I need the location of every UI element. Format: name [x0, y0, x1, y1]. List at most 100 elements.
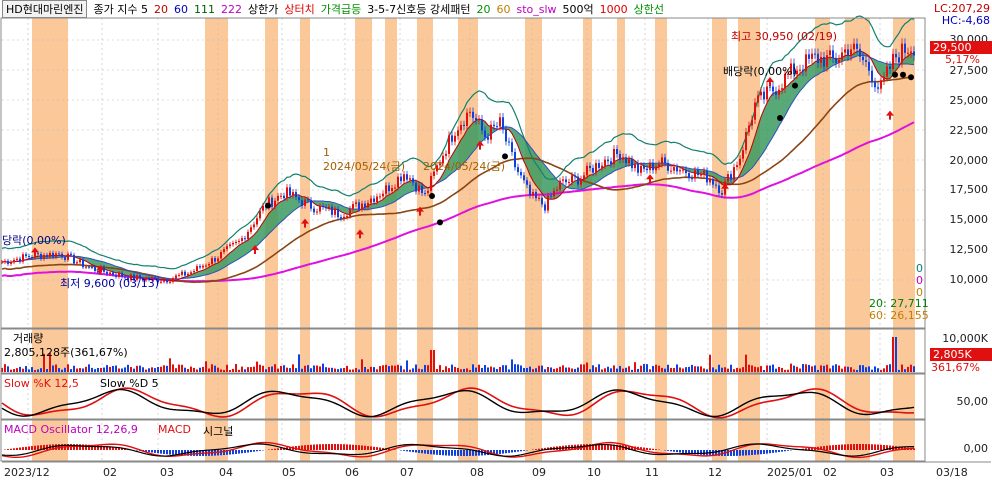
candle-body: [394, 187, 396, 189]
candle-body: [226, 246, 228, 250]
volume-bar: [871, 369, 873, 372]
volume-bar: [52, 365, 54, 372]
macd-osc-bar: [376, 447, 378, 450]
candle-body: [877, 87, 879, 89]
volume-bar: [853, 369, 855, 372]
candle-body: [607, 159, 609, 162]
candle-body: [130, 274, 132, 281]
macd-osc-bar: [616, 444, 618, 450]
macd-osc-bar: [520, 450, 522, 452]
candle-body: [550, 195, 552, 197]
candle-body: [535, 191, 537, 199]
macd-osc-bar: [424, 450, 426, 454]
candle-body: [250, 227, 252, 232]
volume-bar: [43, 353, 45, 372]
macd-osc-bar: [838, 444, 840, 450]
macd-osc-bar: [370, 446, 372, 450]
macd-osc-bar: [277, 448, 279, 450]
volume-bar: [253, 366, 255, 372]
candle-body: [409, 178, 411, 180]
macd-osc-bar: [403, 450, 405, 451]
zero-label-1: 0: [916, 262, 923, 275]
candle-body: [139, 275, 141, 279]
volume-value: 2,805,128주(361,67%): [4, 346, 128, 359]
highlight-stripe: [32, 18, 68, 461]
candle-body: [40, 253, 42, 259]
macd-signal-title: 시그널: [203, 425, 234, 438]
candle-body: [283, 195, 285, 199]
candle-body: [172, 278, 174, 282]
highlight-stripe: [845, 18, 870, 461]
macd-osc-bar: [523, 450, 525, 451]
volume-bar: [904, 369, 906, 372]
macd-osc-bar: [166, 450, 168, 455]
volume-bar: [772, 364, 774, 372]
macd-osc-bar: [427, 450, 429, 454]
legend-20: 20: [476, 2, 491, 16]
volume-badge-pct: 361,67%: [931, 361, 980, 374]
volume-bar: [349, 369, 351, 372]
candle-body: [103, 266, 105, 272]
legend-upper-touch: 상터치: [284, 3, 315, 16]
candle-body: [742, 150, 744, 159]
candle-body: [697, 170, 699, 175]
volume-bar: [883, 368, 885, 372]
candle-body: [601, 165, 603, 168]
volume-bar: [676, 364, 678, 372]
macd-osc-bar: [745, 450, 747, 456]
macd-osc-bar: [451, 450, 453, 456]
candle-body: [796, 70, 798, 75]
date-08: 08: [470, 466, 484, 479]
volume-bar: [532, 369, 534, 372]
candle-body: [514, 151, 516, 168]
highlight-stripe: [738, 18, 760, 461]
candle-body: [109, 272, 111, 275]
volume-bar: [37, 369, 39, 372]
macd-osc-bar: [79, 444, 81, 450]
volume-bar: [862, 365, 864, 372]
volume-bar: [874, 366, 876, 372]
macd-osc-bar: [607, 444, 609, 450]
candle-body: [160, 281, 162, 283]
volume-bar: [718, 364, 720, 372]
candle-body: [490, 124, 492, 140]
candle-body: [136, 275, 138, 280]
candle-body: [199, 266, 201, 268]
volume-bar: [427, 365, 429, 372]
volume-bar: [286, 367, 288, 372]
candle-body: [790, 63, 792, 74]
volume-title: 거래량: [13, 332, 44, 345]
macd-osc-bar: [232, 450, 234, 455]
legend-sto-slw: sto_slw: [516, 2, 557, 16]
volume-bar: [313, 365, 315, 372]
macd-osc-bar: [367, 446, 369, 450]
volume-bar: [607, 366, 609, 372]
volume-bar: [565, 367, 567, 372]
macd-osc-bar: [730, 450, 732, 456]
macd-osc-bar: [19, 447, 21, 450]
candle-body: [901, 43, 903, 63]
volume-bar: [820, 365, 822, 372]
candle-body: [466, 112, 468, 126]
signal-dot: [265, 202, 271, 209]
candle-body: [889, 66, 891, 69]
candle-body: [1, 262, 3, 264]
date-2025-02: 02: [823, 466, 837, 479]
volume-bar: [784, 369, 786, 372]
highlight-stripe: [815, 18, 830, 461]
volume-bar: [169, 358, 171, 372]
volume-bar: [106, 365, 108, 372]
candle-body: [784, 74, 786, 89]
volume-bar: [361, 359, 363, 372]
macd-osc-bar: [433, 450, 435, 455]
volume-bar: [775, 368, 777, 372]
candle-body: [331, 206, 333, 215]
candle-body: [115, 274, 117, 277]
price-axis-12500: 12,500: [949, 243, 989, 256]
macd-osc-bar: [601, 444, 603, 450]
legend-60: 60: [496, 2, 511, 16]
volume-bar: [835, 364, 837, 372]
volume-bar: [460, 369, 462, 372]
volume-bar: [838, 365, 840, 372]
